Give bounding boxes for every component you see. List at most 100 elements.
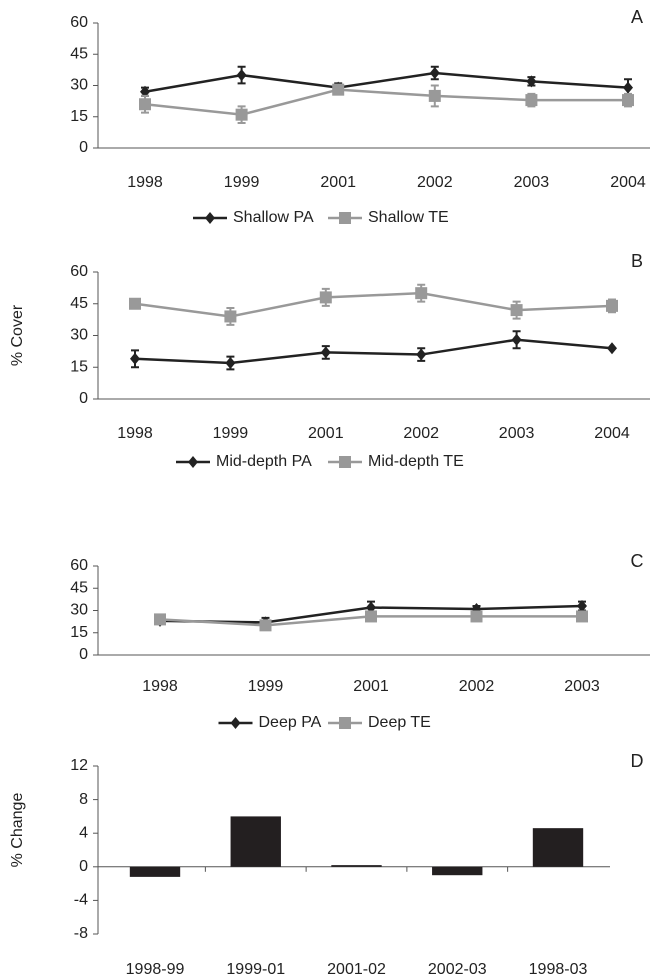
- marker: [623, 81, 633, 94]
- y-axis-label: % Change: [9, 793, 26, 868]
- marker: [429, 67, 440, 79]
- y-tick-label: -8: [74, 925, 88, 942]
- marker: [416, 348, 427, 361]
- y-axis-label: % Cover: [9, 304, 26, 366]
- x-tick-label: 2001: [353, 678, 389, 695]
- y-tick-label: 0: [79, 390, 88, 407]
- series-line: [144, 88, 628, 116]
- marker: [428, 89, 441, 102]
- legend-label: Mid-depth PA: [216, 453, 312, 470]
- marker: [577, 600, 587, 613]
- panel-label: A: [631, 7, 643, 27]
- marker: [140, 85, 150, 98]
- marker: [525, 94, 538, 107]
- marker: [319, 291, 332, 304]
- x-tick-label: 2004: [610, 174, 646, 191]
- x-tick-label: 1998-99: [126, 961, 185, 978]
- x-tick-label: 2001: [308, 425, 344, 442]
- y-tick-label: 0: [79, 858, 88, 875]
- y-tick-label: 30: [70, 77, 88, 94]
- y-tick-label: 0: [79, 646, 88, 663]
- marker: [511, 333, 522, 346]
- marker: [225, 357, 236, 370]
- legend-marker: [339, 212, 351, 224]
- marker: [526, 75, 537, 88]
- y-tick-label: 0: [79, 139, 88, 156]
- legend-marker: [339, 456, 351, 468]
- panel-label: B: [631, 251, 643, 271]
- x-tick-label: 1999: [213, 425, 249, 442]
- bar: [230, 816, 281, 867]
- marker: [259, 619, 272, 632]
- y-tick-label: 45: [70, 45, 88, 62]
- bar: [331, 865, 382, 867]
- marker: [622, 94, 634, 107]
- legend-label: Mid-depth TE: [368, 453, 464, 470]
- y-tick-label: -4: [74, 892, 88, 909]
- y-tick-label: 8: [79, 791, 88, 808]
- marker: [320, 346, 331, 359]
- marker: [130, 352, 140, 365]
- x-tick-label: 2003: [499, 425, 535, 442]
- x-tick-label: 2002: [417, 174, 453, 191]
- marker: [236, 69, 247, 82]
- y-tick-label: 12: [70, 757, 88, 774]
- legend-marker: [230, 717, 241, 729]
- marker: [224, 310, 237, 323]
- x-tick-label: 1999: [224, 174, 260, 191]
- panel-label: D: [631, 751, 644, 771]
- marker: [154, 613, 166, 626]
- marker: [129, 297, 141, 310]
- y-tick-label: 15: [70, 358, 88, 375]
- marker: [607, 342, 617, 355]
- x-tick-label: 1999: [248, 678, 284, 695]
- legend-label: Deep PA: [259, 714, 322, 731]
- legend-label: Deep TE: [368, 714, 431, 731]
- x-tick-label: 2001: [320, 174, 356, 191]
- marker: [139, 98, 151, 111]
- bar: [129, 866, 181, 877]
- legend-marker: [188, 456, 198, 468]
- y-tick-label: 15: [70, 624, 88, 641]
- marker: [576, 610, 588, 623]
- marker: [470, 610, 483, 623]
- series-line: [144, 71, 629, 93]
- x-tick-label: 1999-01: [226, 961, 285, 978]
- x-tick-label: 2002-03: [428, 961, 487, 978]
- y-tick-label: 30: [70, 602, 88, 619]
- x-tick-label: 2002: [459, 678, 495, 695]
- y-tick-label: 45: [70, 579, 88, 596]
- y-tick-label: 60: [70, 263, 88, 280]
- x-tick-label: 2003: [514, 174, 550, 191]
- legend-marker: [205, 212, 215, 224]
- panel-label: C: [631, 551, 644, 571]
- legend-label: Shallow TE: [368, 209, 449, 226]
- marker: [332, 83, 345, 96]
- marker: [365, 610, 377, 623]
- legend-marker: [339, 717, 351, 729]
- series-line: [134, 338, 613, 365]
- x-tick-label: 1998: [127, 174, 163, 191]
- marker: [235, 108, 248, 121]
- y-tick-label: 4: [79, 824, 88, 841]
- x-tick-label: 2003: [564, 678, 600, 695]
- series-line: [134, 291, 613, 318]
- x-tick-label: 2001-02: [327, 961, 386, 978]
- x-tick-label: 2004: [594, 425, 630, 442]
- bar: [532, 828, 584, 867]
- y-tick-label: 15: [70, 108, 88, 125]
- bar: [432, 866, 483, 876]
- y-tick-label: 30: [70, 327, 88, 344]
- x-tick-label: 1998: [117, 425, 153, 442]
- x-tick-label: 1998: [142, 678, 178, 695]
- y-tick-label: 60: [70, 14, 88, 31]
- marker: [415, 287, 428, 300]
- x-tick-label: 1998-03: [529, 961, 588, 978]
- marker: [606, 299, 618, 312]
- legend-label: Shallow PA: [233, 209, 314, 226]
- marker: [510, 304, 523, 317]
- x-tick-label: 2002: [403, 425, 439, 442]
- y-tick-label: 45: [70, 295, 88, 312]
